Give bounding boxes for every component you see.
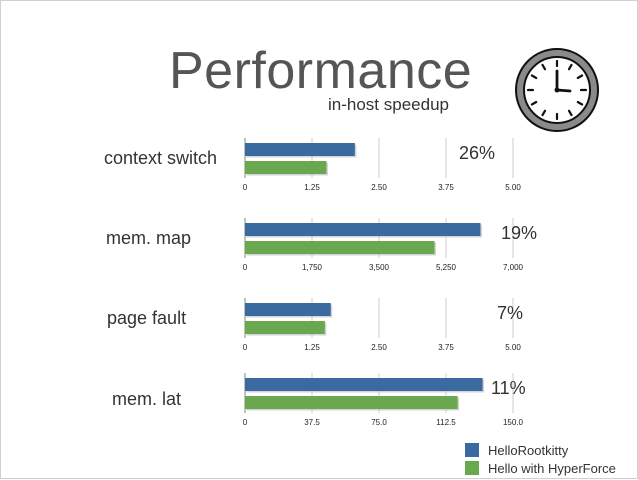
speedup-label-context-switch: 26% [459,143,495,163]
slide-title: Performance [169,42,473,100]
tick-label: 2.50 [371,343,387,352]
tick-label: 3,500 [369,263,390,272]
row-label-mem-lat: mem. lat [112,389,182,409]
bar-context-switch-hellorootkitty [245,143,355,156]
legend-item-hellorootkitty: HelloRootkitty [465,441,616,459]
bar-context-switch-hyperforce [245,161,327,174]
clock-icon [515,48,599,132]
legend-label-hyperforce: Hello with HyperForce [488,460,616,476]
tick-label: 0 [243,183,248,192]
tick-label: 7,000 [503,263,524,272]
legend-label-hellorootkitty: HelloRootkitty [488,442,569,458]
bar-mem-lat-hellorootkitty [245,378,483,391]
tick-label: 150.0 [503,418,524,427]
tick-label: 112.5 [436,418,456,427]
row-label-mem-map: mem. map [106,228,192,248]
tick-label: 5,250 [436,263,457,272]
speedup-label-page-fault: 7% [497,303,523,323]
bar-mem-map-hyperforce [245,241,435,254]
tick-label: 5.00 [505,343,521,352]
row-label-page-fault: page fault [107,308,187,328]
tick-label: 2.50 [371,183,387,192]
tick-label: 0 [243,263,248,272]
bar-page-fault-hyperforce [245,321,325,334]
tick-label: 1.25 [304,343,320,352]
legend-item-hyperforce: Hello with HyperForce [465,459,616,477]
tick-label: 1,750 [302,263,323,272]
row-label-context-switch: context switch [104,148,218,168]
legend-swatch-hyperforce [465,461,479,475]
legend-swatch-hellorootkitty [465,443,479,457]
tick-label: 3.75 [438,183,454,192]
tick-label: 0 [243,343,248,352]
tick-label: 3.75 [438,343,454,352]
bar-page-fault-hellorootkitty [245,303,331,316]
tick-label: 0 [243,418,248,427]
tick-label: 37.5 [304,418,320,427]
legend: HelloRootkitty Hello with HyperForce [465,441,616,477]
speedup-label-mem-map: 19% [501,223,537,243]
speedup-label-mem-lat: 11% [491,378,526,398]
tick-label: 75.0 [371,418,387,427]
tick-label: 1.25 [304,183,320,192]
slide-subtitle: in-host speedup [328,95,449,114]
bar-mem-map-hellorootkitty [245,223,481,236]
bar-mem-lat-hyperforce [245,396,458,409]
tick-label: 5.00 [505,183,521,192]
